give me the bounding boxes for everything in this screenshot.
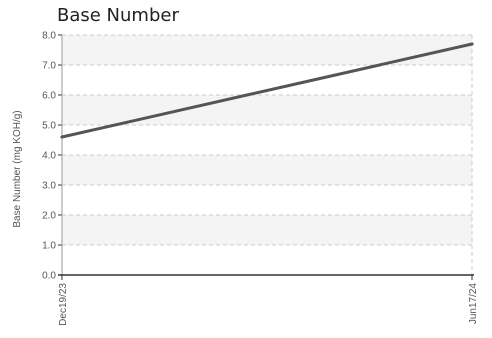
x-tick-labels: Dec19/23 Jun17/24 (58, 283, 479, 326)
y-tick-label: 8.0 (42, 31, 56, 42)
chart-title: Base Number (57, 5, 179, 26)
plot-band (62, 35, 472, 65)
y-tick-label: 2.0 (42, 211, 56, 222)
y-tick-label: 4.0 (42, 151, 56, 162)
y-tick-label: 0.0 (42, 271, 56, 282)
x-tick-label: Dec19/23 (58, 283, 69, 326)
y-tick-label: 5.0 (42, 121, 56, 132)
data-point (470, 42, 474, 46)
y-axis-label: Base Number (mg KOH/g) (12, 110, 23, 227)
plot-band (62, 155, 472, 185)
y-tick-label: 7.0 (42, 61, 56, 72)
x-tick-label: Jun17/24 (468, 283, 479, 325)
axes (58, 34, 474, 280)
data-point (60, 135, 64, 139)
series-group (60, 42, 474, 139)
y-tick-label: 6.0 (42, 91, 56, 102)
series-line (60, 42, 474, 139)
y-tick-label: 3.0 (42, 181, 56, 192)
y-tick-labels: 0.0 1.0 2.0 3.0 4.0 5.0 6.0 7.0 8.0 (42, 31, 56, 282)
y-tick-label: 1.0 (42, 241, 56, 252)
plot-band (62, 215, 472, 245)
plot-band (62, 95, 472, 125)
plot-bands (62, 35, 472, 245)
